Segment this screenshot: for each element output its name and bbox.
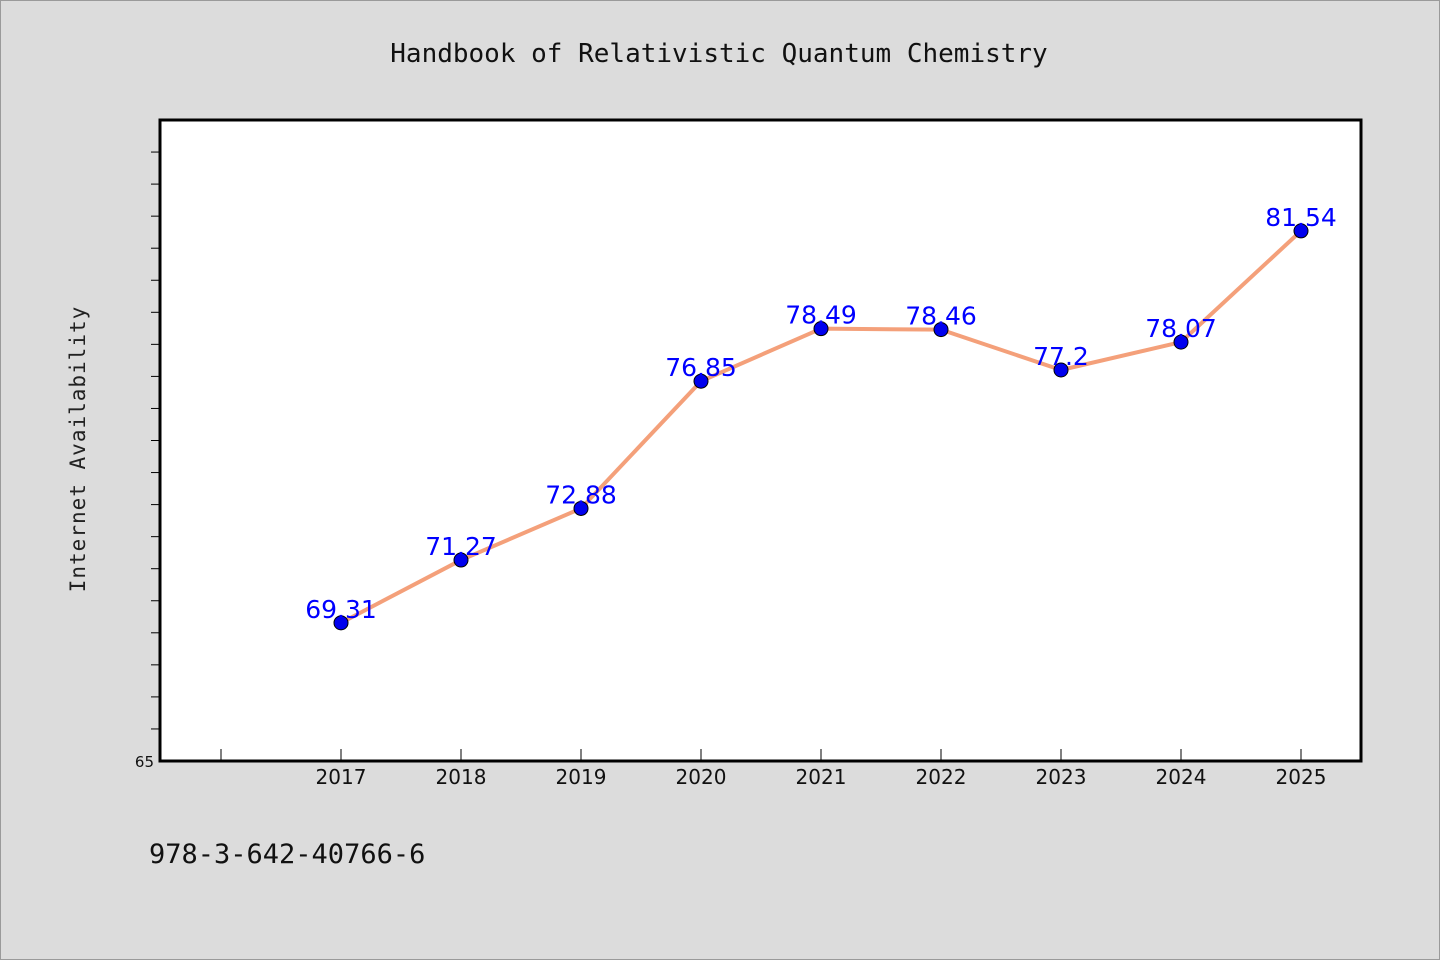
data-point xyxy=(1053,362,1069,378)
chart-title: Handbook of Relativistic Quantum Chemist… xyxy=(390,39,1047,69)
y-axis-ticks: 65 xyxy=(135,151,160,771)
data-label: 78.46 xyxy=(905,302,977,331)
data-point xyxy=(573,500,589,516)
data-label: 69.31 xyxy=(305,595,377,624)
data-label: 77.2 xyxy=(1033,342,1089,371)
data-label: 71.27 xyxy=(425,532,497,561)
data-point xyxy=(453,552,469,568)
data-label: 78.07 xyxy=(1145,314,1217,343)
y-tick-label: 65 xyxy=(135,753,154,771)
x-tick-label: 2017 xyxy=(316,765,367,789)
footer-code: 978-3-642-40766-6 xyxy=(149,839,425,870)
data-point xyxy=(933,322,949,338)
data-point xyxy=(813,321,829,337)
x-tick-label: 2025 xyxy=(1276,765,1327,789)
data-label: 76.85 xyxy=(665,353,737,382)
data-point xyxy=(1173,334,1189,350)
y-axis-label: Internet Availability xyxy=(66,306,90,593)
x-tick-label: 2023 xyxy=(1036,765,1087,789)
data-point xyxy=(693,373,709,389)
data-point xyxy=(333,615,349,631)
series-layer: 69.31 71.27 72.88 76.85 78.49 78.46 77.2 78.07 8… xyxy=(305,203,1337,631)
data-label: 81.54 xyxy=(1265,203,1337,232)
x-tick-label: 2018 xyxy=(436,765,487,789)
x-axis-ticks: 2017 2018 2019 2020 2021 2022 2023 2024 2025 xyxy=(220,749,1327,789)
x-tick-label: 2021 xyxy=(796,765,847,789)
x-tick-label: 2024 xyxy=(1156,765,1207,789)
x-tick-label: 2020 xyxy=(676,765,727,789)
data-label: 72.88 xyxy=(545,480,617,509)
data-point xyxy=(1293,223,1309,239)
x-tick-label: 2022 xyxy=(916,765,967,789)
data-label: 78.49 xyxy=(785,301,857,330)
plot-area xyxy=(158,118,1363,763)
x-tick-label: 2019 xyxy=(556,765,607,789)
